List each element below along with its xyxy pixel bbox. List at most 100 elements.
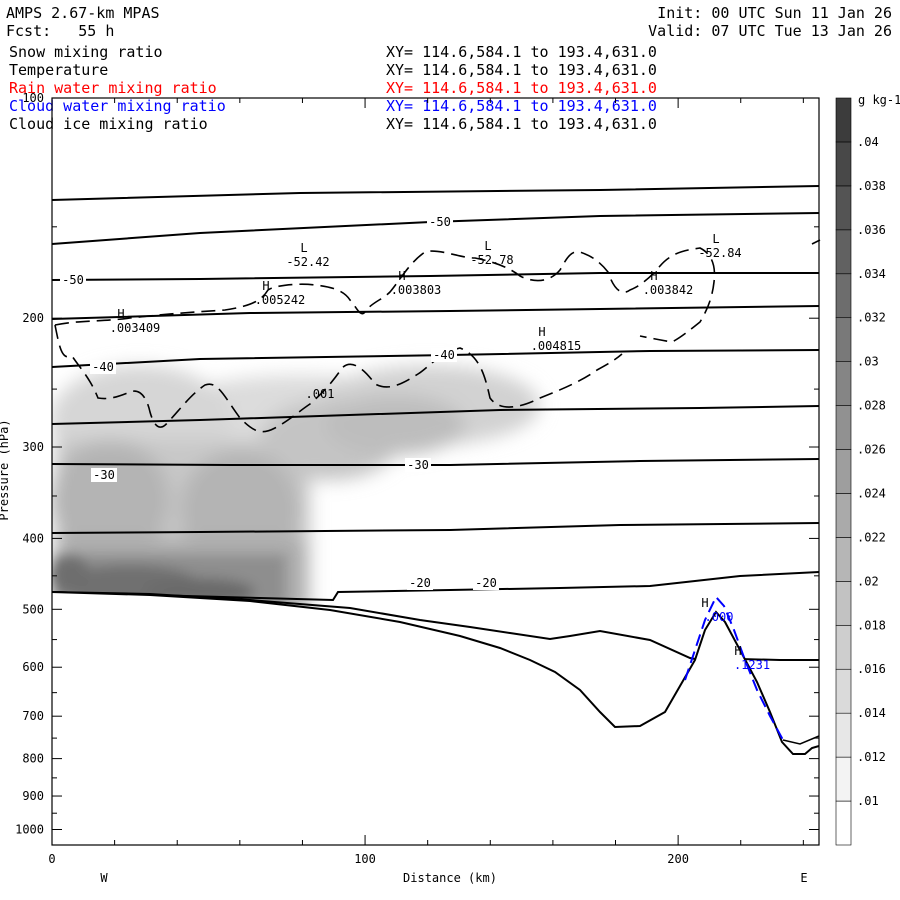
field-name: Cloud ice mixing ratio xyxy=(9,115,208,133)
isotherm-label: -50 xyxy=(62,273,84,287)
colorbar-label: .018 xyxy=(857,618,886,632)
extremum-symbol: H xyxy=(262,279,269,293)
isotherm-label: -40 xyxy=(433,348,455,362)
extremum-value: .000 xyxy=(705,610,734,624)
x-tick-label: 200 xyxy=(667,852,689,866)
label-knockout xyxy=(60,273,86,287)
colorbar-label: .038 xyxy=(857,179,886,193)
y-tick-label: 800 xyxy=(22,752,44,766)
extremum-symbol: H xyxy=(734,644,741,658)
label-knockout xyxy=(427,215,453,229)
axis-tick-labels: 100 200 300 400 500 600 700 800 900 1000 0 100 200 xyxy=(15,91,689,866)
extremum-symbol: H xyxy=(650,269,657,283)
west-label: W xyxy=(100,871,108,885)
extremum-symbol: H xyxy=(398,269,405,283)
isotherm-label: -40 xyxy=(92,360,114,374)
field-section-coords: XY= 114.6,584.1 to 193.4,631.0 xyxy=(386,61,657,79)
x-tick-label: 100 xyxy=(354,852,376,866)
extremum-symbol: L xyxy=(300,241,307,255)
field-name: Rain water mixing ratio xyxy=(9,79,217,97)
terrain xyxy=(51,591,820,845)
colorbar-unit: g kg-1 xyxy=(858,93,900,107)
field-section-coords: XY= 114.6,584.1 to 193.4,631.0 xyxy=(386,115,657,133)
colorbar-cell xyxy=(835,756,852,802)
colorbar-cell xyxy=(835,800,852,846)
init-time: Init: 00 UTC Sun 11 Jan 26 xyxy=(657,4,892,22)
y-tick-label: 900 xyxy=(22,789,44,803)
colorbar-cell xyxy=(835,581,852,626)
colorbar-cell xyxy=(835,668,852,714)
colorbar-label: .02 xyxy=(857,574,879,588)
extremum-value: -52.78 xyxy=(470,253,513,267)
cloud-ice-label: .001 xyxy=(306,387,335,401)
colorbar-cell xyxy=(835,712,852,758)
extremum-value: .004815 xyxy=(531,339,582,353)
label-knockout xyxy=(431,348,457,362)
y-tick-label: 200 xyxy=(22,311,44,325)
colorbar-label: .012 xyxy=(857,750,886,764)
isotherm-label: -30 xyxy=(407,458,429,472)
colorbar-label: .04 xyxy=(857,135,879,149)
colorbar-cell xyxy=(835,141,852,187)
extremum-value: .1231 xyxy=(734,658,770,672)
colorbar-cell xyxy=(835,624,852,670)
cloud-water-contour xyxy=(684,595,784,741)
colorbar-label: .028 xyxy=(857,399,886,413)
y-tick-label: 600 xyxy=(22,660,44,674)
extremum-value: .003842 xyxy=(643,283,694,297)
x-tick-label: 0 xyxy=(48,852,55,866)
east-label: E xyxy=(800,871,807,885)
colorbar-label: .032 xyxy=(857,311,886,325)
isotherm-label: -20 xyxy=(409,576,431,590)
colorbar-label: .022 xyxy=(857,530,886,544)
cloud-ice-contour xyxy=(54,324,623,433)
plot-frame xyxy=(51,97,820,846)
y-tick-label: 500 xyxy=(22,602,44,616)
colorbar-cell xyxy=(835,449,852,494)
colorbar-label: .016 xyxy=(857,662,886,676)
field-section-coords: XY= 114.6,584.1 to 193.4,631.0 xyxy=(386,79,657,97)
colorbar-label: .034 xyxy=(857,267,886,281)
cloud-ice-contour-upper xyxy=(54,247,716,343)
isotherm-label: -20 xyxy=(475,576,497,590)
colorbar-label: .036 xyxy=(857,223,886,237)
colorbar-cell xyxy=(835,537,852,582)
isotherm-label: -30 xyxy=(93,468,115,482)
field-name: Snow mixing ratio xyxy=(9,43,163,61)
field-section-coords: XY= 114.6,584.1 to 193.4,631.0 xyxy=(386,97,657,115)
y-tick-label: 300 xyxy=(22,440,44,454)
colorbar-cell xyxy=(835,361,852,406)
colorbar-cell xyxy=(835,185,852,231)
label-knockout xyxy=(407,576,433,590)
colorbar-label: .03 xyxy=(857,355,879,369)
axis-ticks xyxy=(51,97,819,846)
extremum-value: -52.84 xyxy=(698,246,741,260)
colorbar-cell xyxy=(835,493,852,538)
field-name: Temperature xyxy=(9,61,109,79)
label-knockout xyxy=(91,468,117,482)
valid-time: Valid: 07 UTC Tue 13 Jan 26 xyxy=(648,22,892,40)
colorbar-cell xyxy=(835,273,852,319)
extremum-value: -52.42 xyxy=(286,255,329,269)
extremum-symbol: H xyxy=(701,596,708,610)
x-axis-title: Distance (km) xyxy=(403,871,497,885)
label-knockout xyxy=(405,458,431,472)
colorbar-label: .01 xyxy=(857,794,879,808)
y-axis-title: Pressure (hPa) xyxy=(0,419,11,520)
field-name: Cloud water mixing ratio xyxy=(9,97,226,115)
y-tick-label: 700 xyxy=(22,709,44,723)
y-tick-label: 100 xyxy=(22,91,44,105)
isotherm-label: -50 xyxy=(429,215,451,229)
field-section-coords: XY= 114.6,584.1 to 193.4,631.0 xyxy=(386,43,657,61)
y-tick-label: 1000 xyxy=(15,823,44,837)
colorbar-cell xyxy=(835,97,852,143)
y-tick-label: 400 xyxy=(22,531,44,545)
extremum-value: .003409 xyxy=(110,321,161,335)
colorbar-label: .014 xyxy=(857,706,886,720)
colorbar-cell xyxy=(835,229,852,275)
extremum-value: .003803 xyxy=(391,283,442,297)
colorbar-cell xyxy=(835,317,852,362)
extremum-value: .005242 xyxy=(255,293,306,307)
extremum-symbol: L xyxy=(712,232,719,246)
